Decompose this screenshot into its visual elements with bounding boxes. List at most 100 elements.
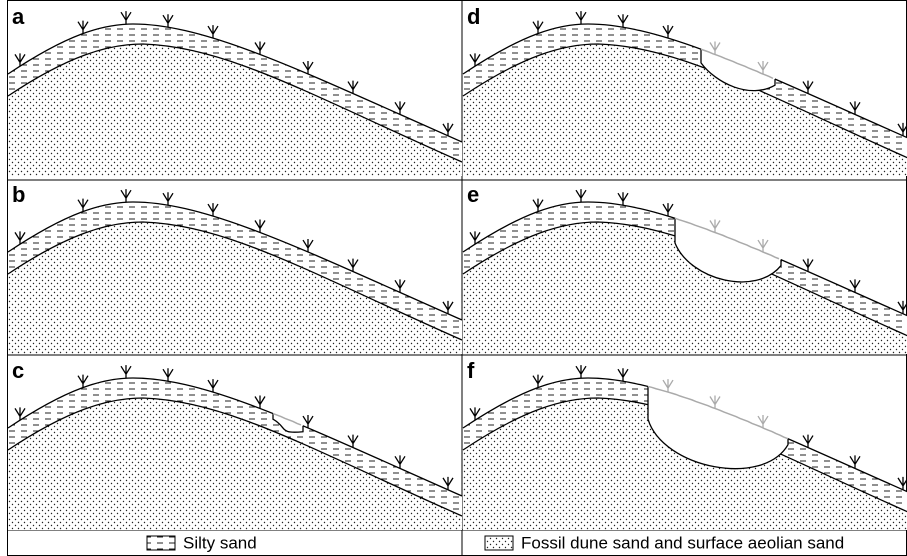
grass-symbol: [14, 231, 26, 245]
grass-symbol: [302, 239, 314, 253]
grass-symbol: [14, 53, 26, 67]
grass-symbol: [254, 395, 266, 409]
dune-sand: [8, 44, 462, 176]
sand-boundary: [7, 397, 463, 517]
legend-label: Silty sand: [183, 533, 257, 552]
panel: b: [7, 182, 463, 354]
grass-symbol: [532, 374, 544, 388]
grass-symbol: [849, 279, 861, 293]
grass-symbol: [347, 258, 359, 272]
grass-symbol: [77, 20, 89, 34]
grass-symbol: [394, 455, 406, 469]
grass-symbol: [532, 20, 544, 34]
grass-symbol: [120, 365, 132, 379]
former-surface: [272, 412, 302, 426]
grass-symbol: [162, 14, 174, 28]
former-surface: [674, 217, 780, 260]
grass-symbol: [302, 415, 314, 429]
ground-surface: [462, 23, 907, 139]
scar-outline: [674, 218, 782, 283]
panel: e: [462, 182, 907, 354]
grass-symbol: [207, 203, 219, 217]
dune-sand: [8, 398, 462, 530]
grass-symbol: [617, 368, 629, 382]
panel-label: c: [12, 358, 24, 383]
scar-outline: [700, 49, 776, 92]
grass-symbol: [442, 122, 454, 136]
ground-surface: [7, 201, 463, 321]
grass-symbol: [469, 53, 481, 67]
grass-symbol: [897, 300, 907, 314]
former-surface: [647, 385, 789, 440]
grass-symbol: [709, 395, 721, 409]
sand-boundary: [462, 397, 907, 513]
ground-surface: [462, 201, 907, 317]
grass-symbol: [802, 434, 814, 448]
grass-symbol: [802, 258, 814, 272]
grass-symbol: [662, 25, 674, 39]
dune-sand: [8, 222, 462, 354]
grass-symbol: [662, 203, 674, 217]
grass-symbol: [469, 231, 481, 245]
grass-symbol: [897, 476, 907, 490]
sand-boundary: [462, 221, 907, 337]
landslide-scar: [675, 216, 781, 282]
grass-symbol: [757, 239, 769, 253]
grass-symbol: [120, 189, 132, 203]
grass-symbol: [442, 300, 454, 314]
grass-symbol: [849, 101, 861, 115]
grass-symbol: [709, 219, 721, 233]
grass-symbol: [120, 11, 132, 25]
scar-outline: [272, 413, 304, 433]
grass-symbol: [302, 61, 314, 75]
grass-symbol: [254, 219, 266, 233]
panel-label: d: [467, 4, 480, 29]
legend-swatch: [146, 535, 176, 551]
grass-symbol: [757, 415, 769, 429]
grass-symbol: [897, 122, 907, 136]
panel: c: [7, 358, 463, 530]
panel-label: a: [12, 4, 25, 29]
panel-label: f: [467, 358, 475, 383]
sand-boundary: [7, 221, 463, 341]
ground-surface: [7, 23, 463, 143]
grass-symbol: [207, 379, 219, 393]
panel: a: [7, 4, 463, 176]
landslide-scar: [648, 383, 788, 469]
grass-symbol: [709, 41, 721, 55]
grass-symbol: [347, 434, 359, 448]
grass-symbol: [802, 80, 814, 94]
grass-symbol: [849, 455, 861, 469]
grass-symbol: [532, 198, 544, 212]
grass-symbol: [394, 279, 406, 293]
grass-symbol: [442, 476, 454, 490]
panel: d: [462, 4, 907, 176]
scar-outline: [647, 386, 789, 470]
grass-symbol: [162, 192, 174, 206]
grass-symbol: [469, 407, 481, 421]
grass-symbol: [347, 80, 359, 94]
sand-boundary: [462, 43, 907, 159]
former-surface: [700, 48, 774, 80]
panel: f: [462, 358, 907, 530]
dune-sand: [463, 44, 907, 176]
grass-symbol: [575, 11, 587, 25]
grass-symbol: [394, 101, 406, 115]
grass-symbol: [77, 198, 89, 212]
legend-label: Fossil dune sand and surface aeolian san…: [521, 533, 844, 552]
grass-symbol: [207, 25, 219, 39]
ground-surface: [462, 377, 907, 493]
grass-symbol: [617, 14, 629, 28]
grass-symbol: [757, 61, 769, 75]
dune-sand: [463, 398, 907, 530]
grass-symbol: [77, 374, 89, 388]
grass-symbol: [162, 368, 174, 382]
legend-swatch: [484, 535, 514, 551]
grass-symbol: [575, 365, 587, 379]
grass-symbol: [14, 407, 26, 421]
ground-surface: [7, 377, 463, 497]
grass-symbol: [254, 41, 266, 55]
dune-sand: [463, 222, 907, 354]
grass-symbol: [617, 192, 629, 206]
